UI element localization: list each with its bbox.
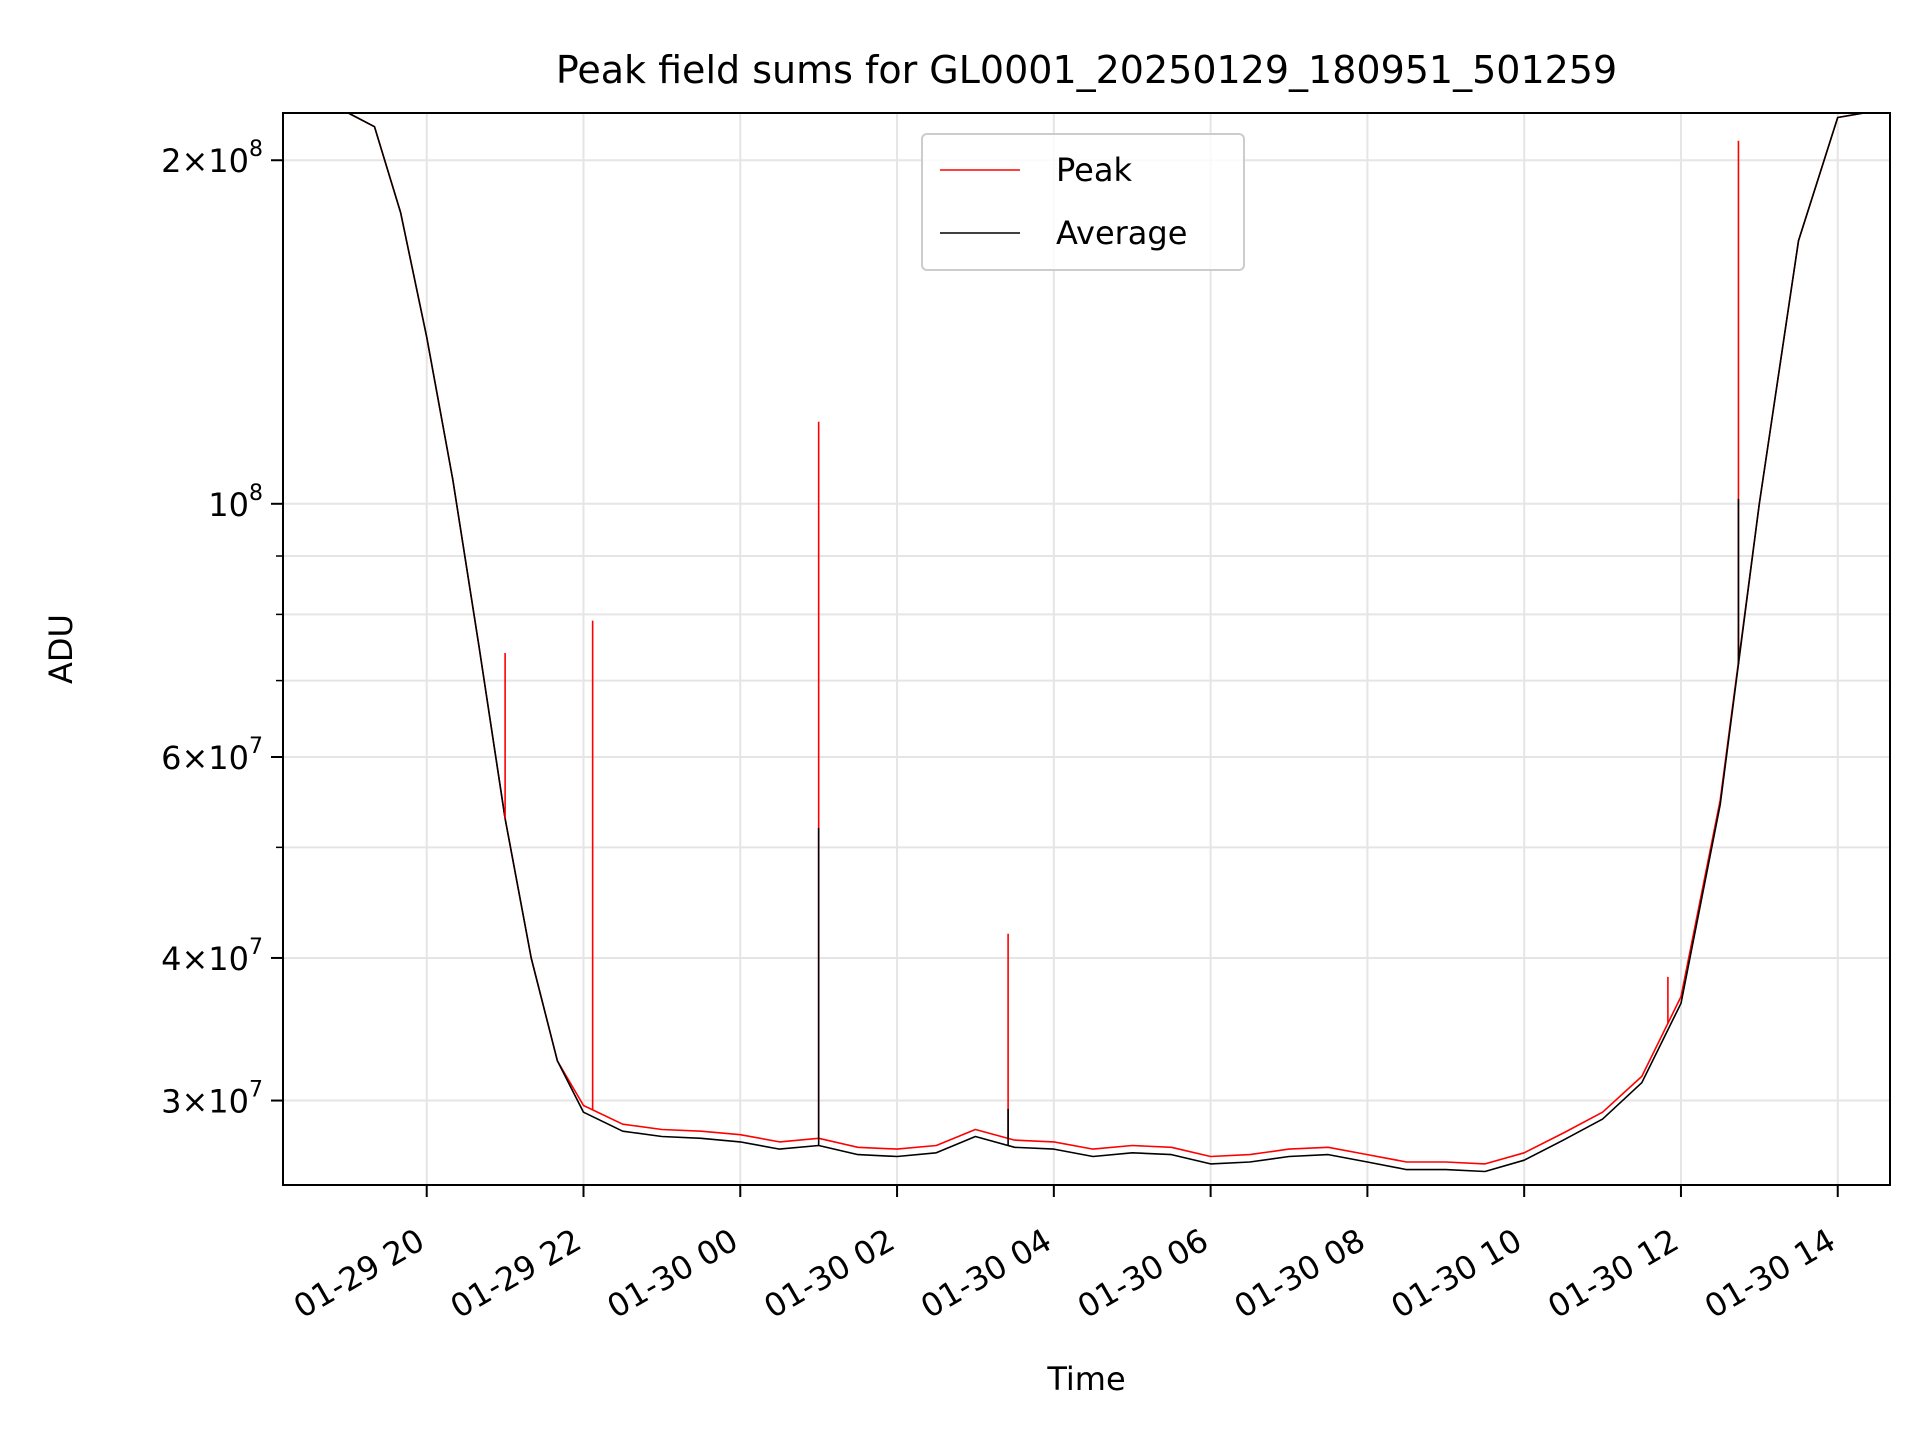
legend-label-average: Average	[1056, 214, 1187, 252]
x-axis-label: Time	[1046, 1360, 1125, 1398]
y-tick-label: 3×107	[161, 1078, 263, 1121]
chart-title: Peak field sums for GL0001_20250129_1809…	[556, 48, 1617, 92]
x-tick-label: 01-29 20	[287, 1221, 431, 1326]
y-axis-label: ADU	[42, 614, 80, 684]
y-tick-label: 6×107	[161, 734, 263, 777]
x-tick-label: 01-30 06	[1071, 1221, 1215, 1326]
series-line-average	[283, 113, 1864, 1172]
y-tick-label: 108	[208, 481, 263, 524]
legend-label-peak: Peak	[1056, 151, 1132, 189]
x-tick-label: 01-30 14	[1698, 1221, 1842, 1326]
x-tick-label: 01-30 12	[1541, 1221, 1685, 1326]
legend: Peak Average	[922, 134, 1244, 270]
x-tick-label: 01-30 04	[914, 1221, 1058, 1326]
plot-area-frame	[283, 113, 1890, 1185]
plot-series	[283, 113, 1864, 1172]
grid	[283, 113, 1890, 1185]
y-tick-label: 4×107	[161, 935, 263, 978]
x-axis-ticks: 01-29 20 01-29 22 01-30 00 01-30 02 01-30 04…	[287, 1185, 1842, 1326]
y-axis-ticks: 3×107 4×107 6×107 108 2×108	[161, 137, 283, 1120]
x-tick-label: 01-30 00	[601, 1221, 745, 1326]
x-tick-label: 01-30 08	[1228, 1221, 1372, 1326]
x-tick-label: 01-30 02	[757, 1221, 901, 1326]
x-tick-label: 01-29 22	[444, 1221, 588, 1326]
x-tick-label: 01-30 10	[1385, 1221, 1529, 1326]
y-tick-label: 2×108	[161, 137, 263, 180]
